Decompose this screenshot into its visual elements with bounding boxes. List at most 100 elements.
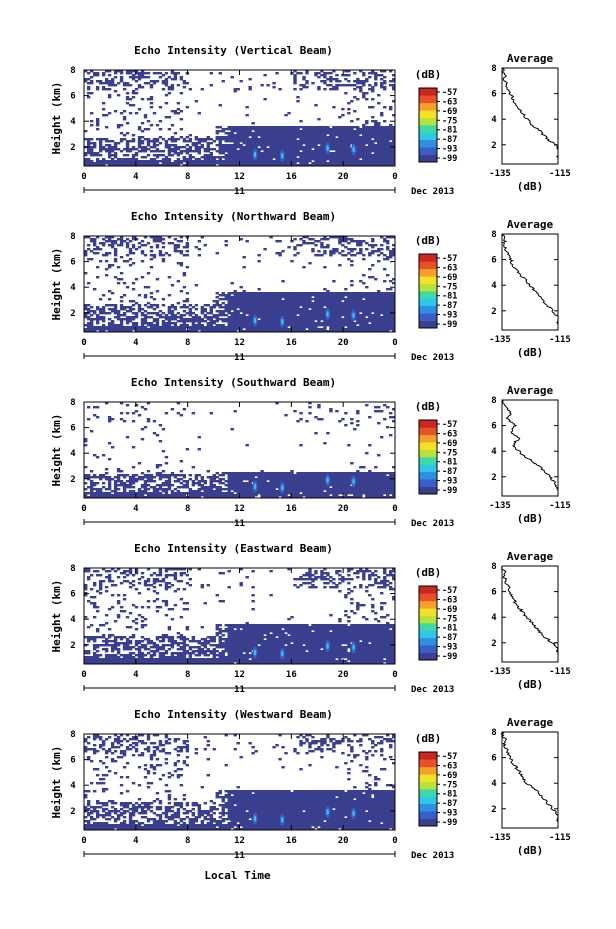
echo-cell [392,100,396,103]
echo-cell [107,80,112,83]
echo-cell [275,134,279,137]
echo-cell [107,240,112,243]
echo-cell [284,482,288,485]
echo-cell [197,158,202,161]
echo-cell [371,128,375,131]
echo-cell [308,314,312,317]
echo-cell [185,242,190,245]
echo-cell [224,148,228,151]
echo-cell [290,330,294,333]
echo-cell [299,130,303,133]
echo-cell [389,326,393,329]
echo-cell [311,478,315,481]
echo-cell [293,308,297,311]
echo-cell [242,310,246,313]
echo-cell [179,150,184,153]
echo-cell [311,494,315,497]
echo-cell [317,312,321,315]
echo-cell [143,484,148,487]
echo-cell [356,328,360,331]
echo-cell [182,484,187,487]
echo-cell [332,326,336,329]
echo-cell [266,138,270,141]
echo-cell [116,238,121,241]
echo-cell [332,322,336,325]
echo-cell [230,160,234,163]
echo-cell [278,138,282,141]
echo-cell [84,152,88,155]
echo-cell [302,240,306,243]
echo-cell [173,246,178,249]
echo-cell [236,328,240,331]
echo-cell [158,238,163,241]
echo-cell [116,164,121,167]
echo-cell [278,292,282,295]
echo-cell [212,314,216,317]
echo-cell [344,288,348,291]
echo-cell [362,160,366,163]
echo-cell [143,474,148,477]
echo-cell [149,476,154,479]
echo-cell [317,474,321,477]
echo-cell [317,142,321,145]
echo-cell [170,242,175,245]
echo-cell [143,296,148,299]
echo-cell [242,162,246,165]
echo-cell [149,158,154,161]
echo-cell [311,316,315,319]
echo-cell [302,76,306,79]
colorbar-swatch [419,154,437,163]
echo-cell [296,298,300,301]
echo-cell [293,248,297,251]
echo-cell [212,476,216,479]
echo-cell [233,482,237,485]
echo-cell [389,158,393,161]
echo-cell [278,328,282,331]
echo-cell [320,128,324,131]
echo-cell [338,160,342,163]
echo-cell [218,314,222,317]
echo-cell [317,480,321,483]
echo-cell [170,136,175,139]
echo-cell [356,294,360,297]
echo-cell [137,162,142,165]
x-tick-label: 20 [338,338,349,348]
echo-cell [188,150,193,153]
echo-cell [245,330,249,333]
echo-cell [356,118,360,121]
echo-cell [230,476,234,479]
echo-cell [245,114,249,117]
echo-cell [203,244,208,247]
echo-cell [371,252,375,255]
echo-cell [179,250,184,253]
echo-cell [92,474,97,477]
echo-cell [197,254,202,257]
echo-cell [368,130,372,133]
echo-cell [155,246,160,249]
echo-cell [377,328,381,331]
echo-cell [332,312,336,315]
echo-cell [84,494,88,497]
echo-cell [317,88,321,91]
avg-y-tick-label: 2 [491,141,496,151]
colorbar-swatch [419,117,437,126]
echo-cell [332,320,336,323]
echo-cell [113,486,118,489]
echo-cell [122,162,127,165]
echo-cell [368,140,372,143]
echo-cell [233,480,237,483]
echo-cell [158,316,163,319]
echo-cell [362,324,366,327]
echo-cell [182,160,187,163]
echo-cell [230,128,234,131]
echo-cell [323,158,327,161]
echo-cell [230,150,234,153]
echo-cell [293,78,297,81]
echo-cell [239,480,243,483]
echo-cell [143,116,148,119]
echo-cell [335,294,339,297]
echo-cell [245,492,249,495]
echo-cell [317,138,321,141]
echo-cell [113,84,118,87]
echo-cell [380,294,384,297]
